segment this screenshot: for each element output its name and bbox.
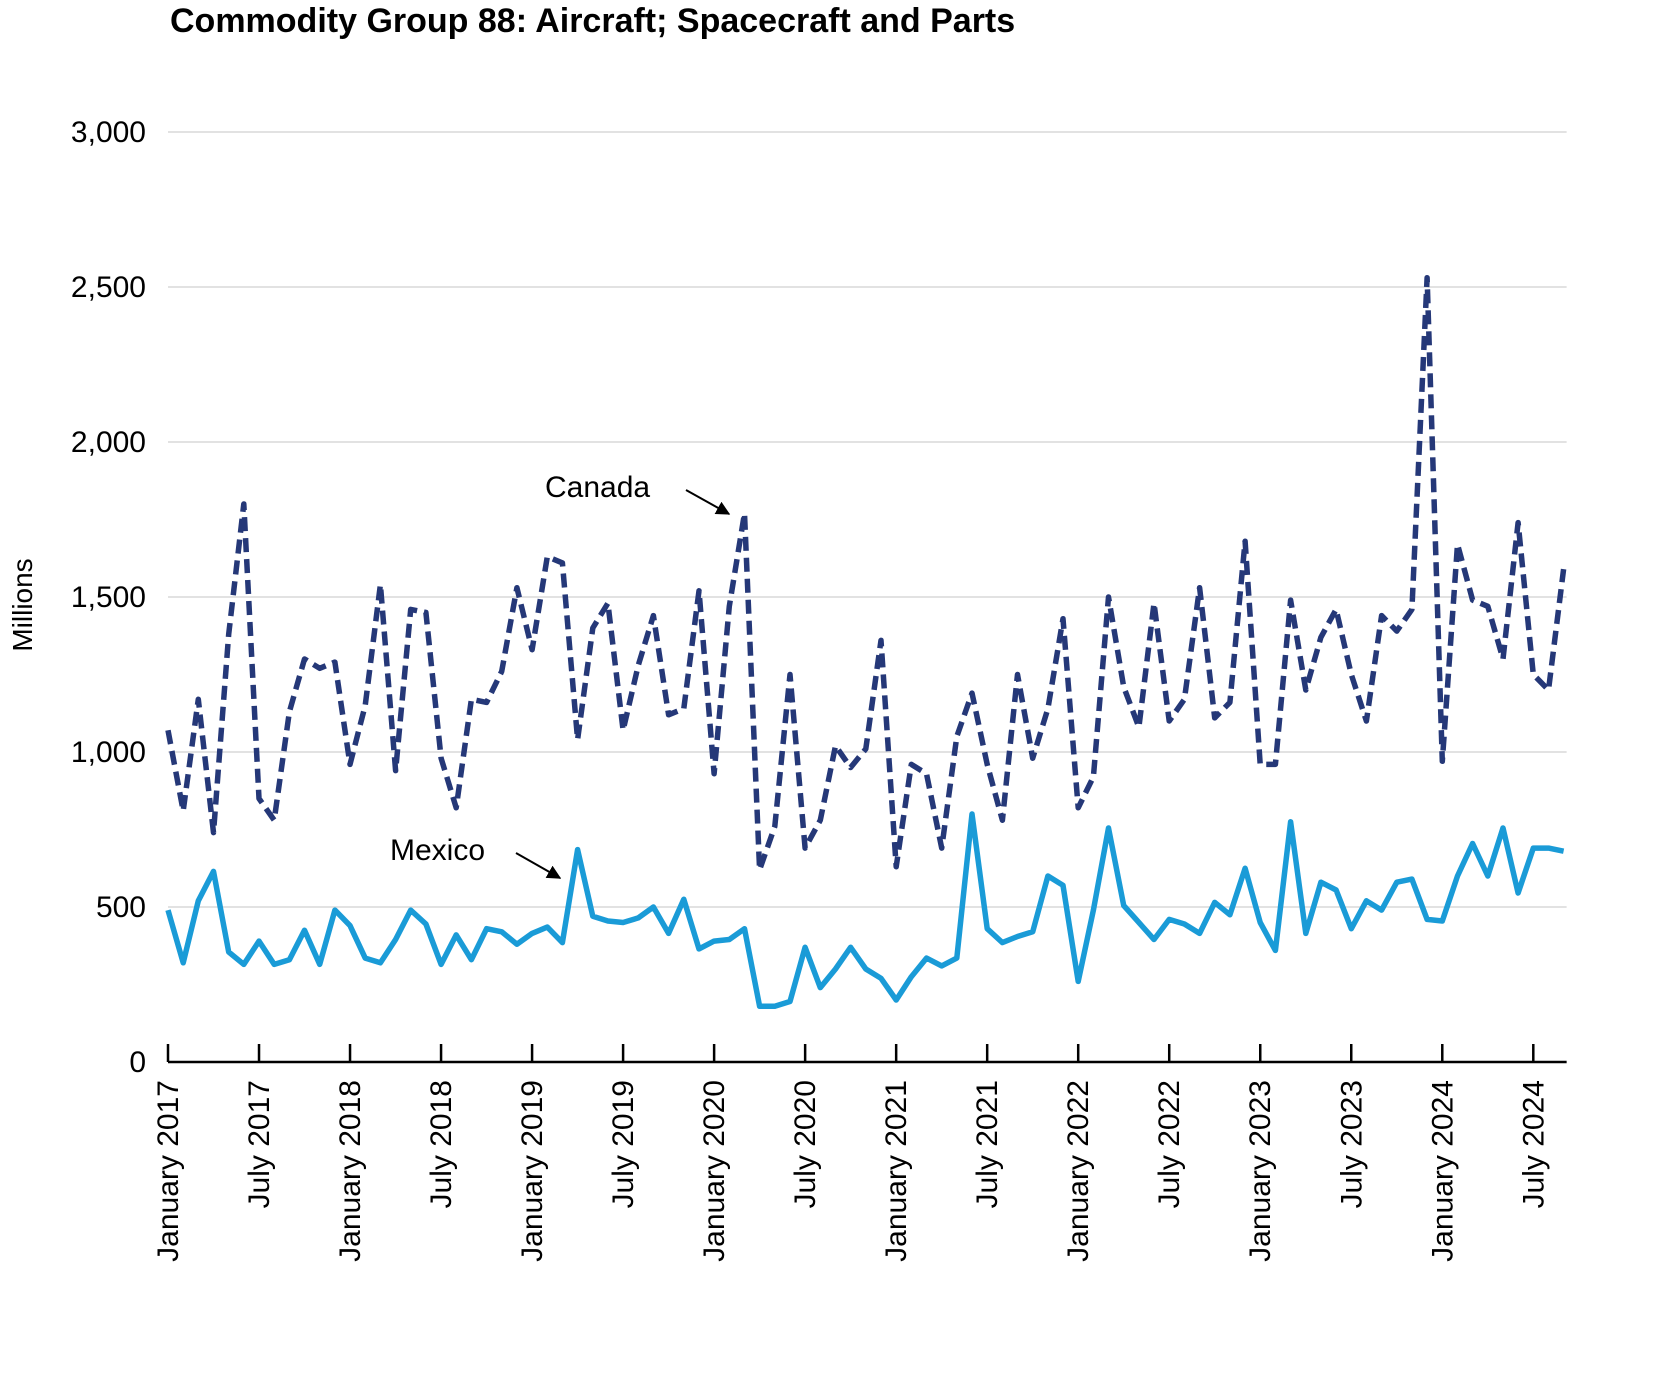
x-tick-label: July 2020: [789, 1080, 822, 1208]
x-tick-label: January 2023: [1244, 1080, 1277, 1262]
x-tick-label: July 2017: [243, 1080, 276, 1208]
x-tick-label: July 2019: [607, 1080, 640, 1208]
x-tick-label: July 2018: [425, 1080, 458, 1208]
x-tick-label: January 2020: [698, 1080, 731, 1262]
x-tick-label: January 2017: [152, 1080, 185, 1262]
series-line-canada: [165, 274, 1567, 873]
y-tick-label: 0: [129, 1046, 146, 1079]
x-tick-label: January 2018: [334, 1080, 367, 1262]
x-tick-label: July 2023: [1335, 1080, 1368, 1208]
y-tick-label: 1,500: [71, 581, 146, 614]
x-tick-label: January 2022: [1062, 1080, 1095, 1262]
annotation-arrow: [515, 852, 562, 879]
x-tick-label: July 2022: [1153, 1080, 1186, 1208]
annotation-arrow: [685, 489, 731, 515]
y-tick-label: 500: [96, 891, 146, 924]
annotation-label: Mexico: [390, 834, 485, 867]
chart-title: Commodity Group 88: Aircraft; Spacecraft…: [170, 2, 1016, 40]
y-tick-label: 3,000: [71, 116, 146, 149]
y-tick-label: 1,000: [71, 736, 146, 769]
x-tick-label: January 2024: [1426, 1080, 1459, 1262]
x-tick-label: July 2021: [971, 1080, 1004, 1208]
x-tick-label: January 2019: [516, 1080, 549, 1262]
series-line-mexico: [165, 811, 1565, 1009]
y-tick-label: 2,500: [71, 271, 146, 304]
y-tick-label: 2,000: [71, 426, 146, 459]
annotation-label: Canada: [545, 471, 650, 504]
x-tick-label: January 2021: [880, 1080, 913, 1262]
x-tick-label: July 2024: [1517, 1080, 1550, 1208]
y-axis-label: Millions: [7, 558, 38, 651]
